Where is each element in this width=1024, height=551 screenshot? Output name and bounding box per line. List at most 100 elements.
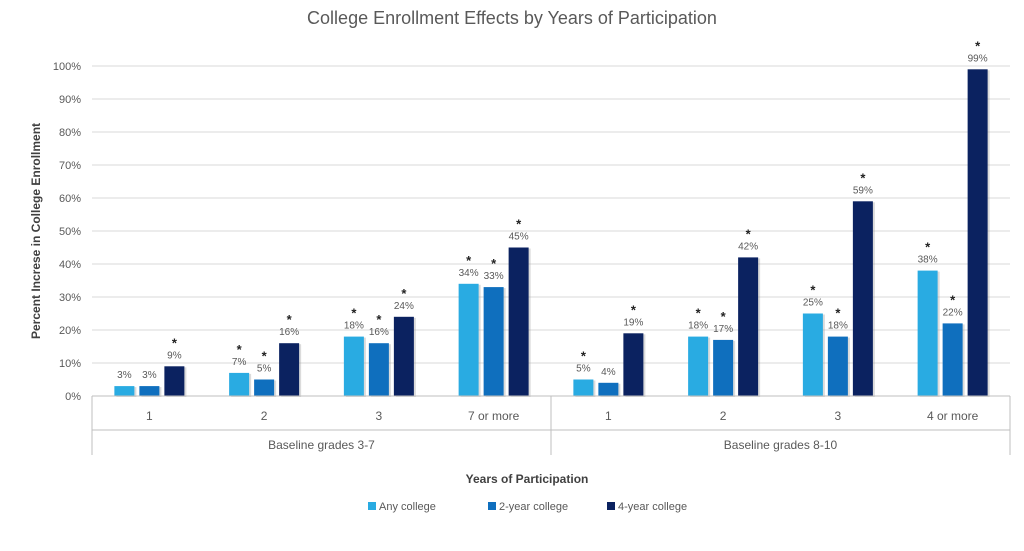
x-tick-label: 2: [720, 409, 727, 423]
significance-marker: *: [401, 286, 407, 301]
data-label: 59%: [853, 185, 873, 196]
legend-swatch: [368, 502, 376, 510]
significance-marker: *: [975, 38, 981, 53]
significance-marker: *: [835, 306, 841, 321]
significance-marker: *: [950, 292, 956, 307]
bar: [508, 247, 529, 396]
significance-marker: *: [516, 217, 522, 232]
bar: [393, 316, 414, 396]
data-label: 19%: [623, 317, 643, 328]
significance-marker: *: [860, 170, 866, 185]
y-tick-label: 0%: [65, 391, 81, 403]
bar: [917, 270, 938, 396]
x-tick-label: 4 or more: [927, 409, 979, 423]
data-label: 33%: [484, 271, 504, 282]
significance-marker: *: [287, 312, 293, 327]
bar: [967, 69, 988, 397]
significance-marker: *: [237, 342, 243, 357]
bar: [688, 336, 709, 396]
bar: [852, 201, 873, 396]
data-label: 16%: [369, 327, 389, 338]
data-label: 42%: [738, 241, 758, 252]
significance-marker: *: [262, 349, 268, 364]
x-tick-label: 1: [605, 409, 612, 423]
bar: [942, 323, 963, 396]
bar: [254, 379, 275, 396]
y-tick-label: 30%: [59, 292, 81, 304]
y-tick-label: 100%: [53, 61, 81, 73]
data-label: 3%: [117, 370, 132, 381]
y-tick-label: 60%: [59, 193, 81, 205]
significance-marker: *: [631, 302, 637, 317]
significance-marker: *: [721, 309, 727, 324]
data-label: 5%: [576, 364, 591, 375]
x-tick-label: 3: [376, 409, 383, 423]
data-label: 17%: [713, 324, 733, 335]
data-label: 24%: [394, 301, 414, 312]
y-tick-label: 50%: [59, 226, 81, 238]
significance-marker: *: [376, 312, 382, 327]
bar: [458, 283, 479, 396]
bar: [368, 343, 389, 396]
x-tick-label: 2: [261, 409, 268, 423]
bar: [279, 343, 300, 396]
data-label: 22%: [943, 307, 963, 318]
data-label: 25%: [803, 298, 823, 309]
bar: [713, 339, 734, 396]
bar: [483, 287, 504, 396]
legend-label: 2-year college: [499, 501, 568, 513]
bar: [802, 313, 823, 396]
chart-title: College Enrollment Effects by Years of P…: [307, 8, 717, 28]
data-label: 18%: [828, 321, 848, 332]
y-tick-label: 90%: [59, 94, 81, 106]
data-label: 38%: [918, 255, 938, 266]
data-label: 3%: [142, 370, 157, 381]
significance-marker: *: [351, 306, 357, 321]
data-label: 18%: [344, 321, 364, 332]
significance-marker: *: [696, 306, 702, 321]
bar: [229, 372, 250, 396]
significance-marker: *: [466, 253, 472, 268]
bar: [114, 386, 135, 396]
bar: [623, 333, 644, 396]
bar: [139, 386, 160, 396]
bar: [573, 379, 594, 396]
legend-label: Any college: [379, 501, 436, 513]
y-tick-label: 70%: [59, 160, 81, 172]
data-label: 4%: [601, 367, 616, 378]
y-axis-label: Percent Increse in College Enrollment: [29, 123, 43, 339]
x-tick-label: 1: [146, 409, 153, 423]
legend-swatch: [488, 502, 496, 510]
data-label: 5%: [257, 364, 272, 375]
data-label: 34%: [459, 268, 479, 279]
y-tick-label: 40%: [59, 259, 81, 271]
bar: [598, 382, 619, 396]
data-label: 9%: [167, 350, 182, 361]
data-label: 18%: [688, 321, 708, 332]
significance-marker: *: [810, 283, 816, 298]
bar: [738, 257, 759, 396]
bar: [343, 336, 364, 396]
x-tick-label: 7 or more: [468, 409, 520, 423]
data-label: 45%: [509, 232, 529, 243]
data-label: 16%: [279, 327, 299, 338]
significance-marker: *: [172, 335, 178, 350]
legend-swatch: [607, 502, 615, 510]
x-tick-label: 3: [835, 409, 842, 423]
y-tick-label: 80%: [59, 127, 81, 139]
group-label: Baseline grades 3-7: [268, 438, 375, 452]
bar: [164, 366, 185, 396]
significance-marker: *: [581, 349, 587, 364]
x-axis-label: Years of Participation: [466, 472, 589, 486]
y-tick-label: 20%: [59, 325, 81, 337]
data-label: 99%: [968, 53, 988, 64]
y-tick-label: 10%: [59, 358, 81, 370]
bar: [827, 336, 848, 396]
group-label: Baseline grades 8-10: [724, 438, 838, 452]
significance-marker: *: [746, 226, 752, 241]
significance-marker: *: [925, 240, 931, 255]
data-label: 7%: [232, 357, 247, 368]
significance-marker: *: [491, 256, 497, 271]
